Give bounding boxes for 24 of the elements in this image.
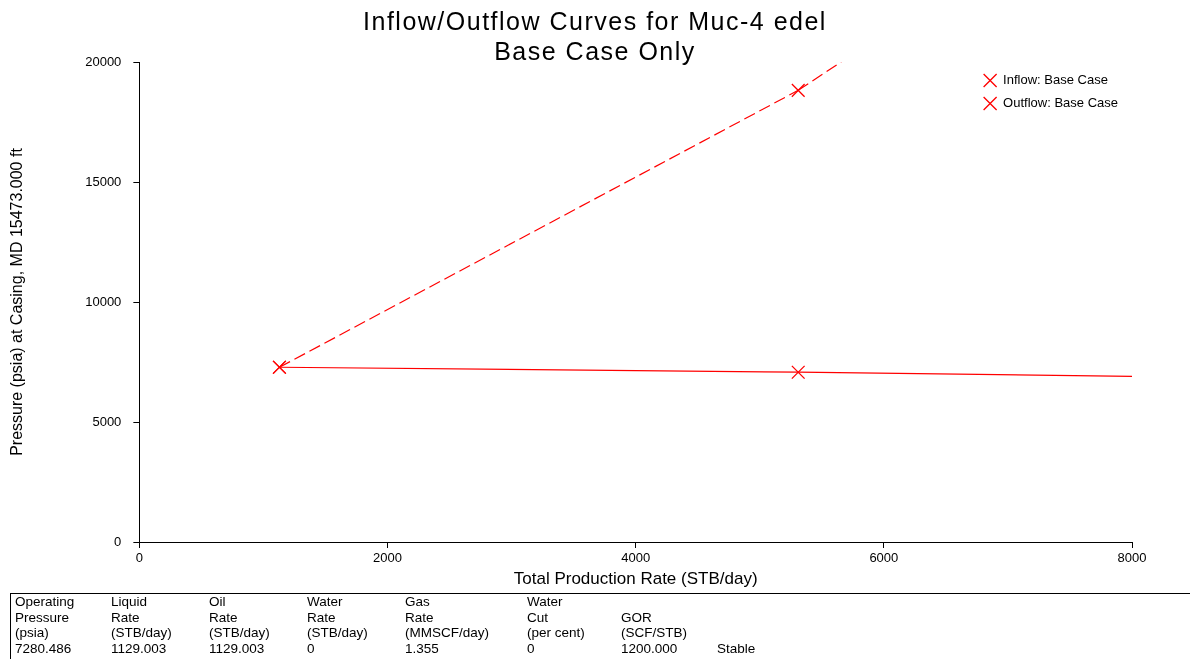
y-tick-label: 0	[114, 533, 122, 549]
x-tick-label: 6000	[869, 550, 899, 566]
text: GOR (SCF/STB) 1200.000	[620, 608, 688, 658]
legend-label: Inflow: Base Case	[1003, 72, 1108, 88]
y-tick-label: 10000	[85, 293, 122, 309]
text: Oil Rate (STB/day) 1129.003	[208, 594, 271, 658]
text: Operating Pressure (psia) 7280.486	[14, 594, 76, 658]
chart-title: Inflow/Outflow Curves for Muc-4 edel	[363, 7, 827, 35]
text: Stable	[716, 639, 757, 658]
y-axis-title: Pressure (psia) at Casing, MD 15473.000 ft	[8, 147, 26, 456]
y-tick-label: 20000	[85, 53, 122, 69]
y-tick-label: 5000	[92, 413, 122, 429]
x-tick-label: 4000	[621, 550, 651, 566]
x-tick-label: 0	[135, 550, 143, 566]
x-axis-title: Total Production Rate (STB/day)	[513, 569, 758, 589]
x-tick-label: 2000	[373, 550, 402, 566]
x-tick-label: 8000	[1117, 550, 1147, 566]
text: Water Cut (per cent) 0	[526, 594, 586, 658]
y-tick-label: 15000	[85, 173, 122, 189]
text: Liquid Rate (STB/day) 1129.003	[110, 594, 173, 658]
legend-label: Outflow: Base Case	[1003, 95, 1118, 111]
text: Water Rate (STB/day) 0	[306, 594, 369, 658]
chart-subtitle: Base Case Only	[494, 37, 696, 65]
text: Gas Rate (MMSCF/day) 1.355	[404, 594, 490, 658]
